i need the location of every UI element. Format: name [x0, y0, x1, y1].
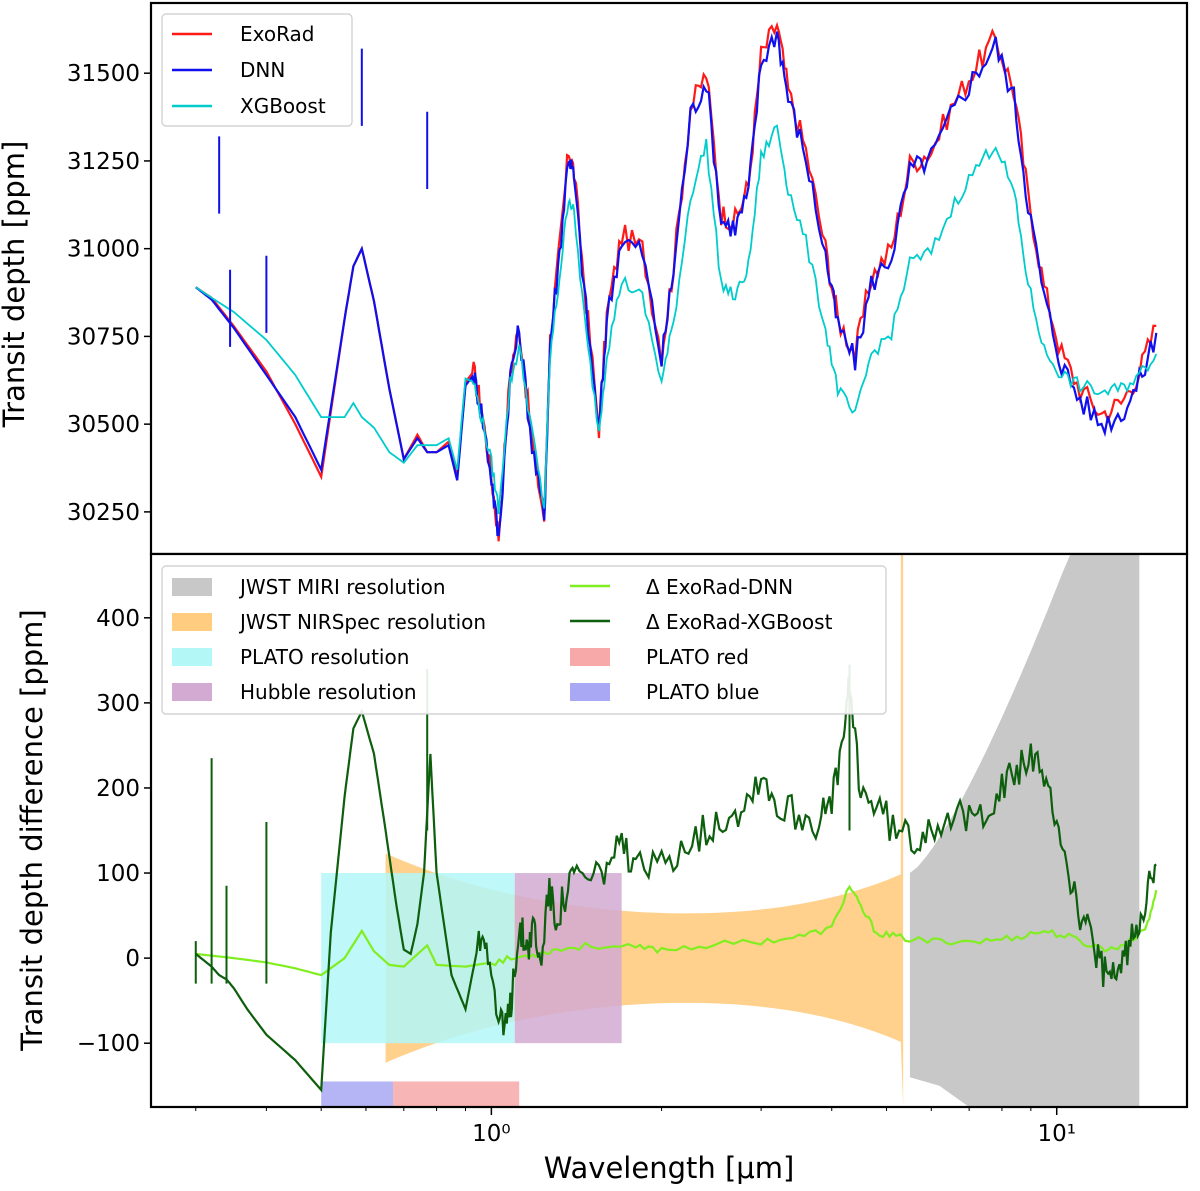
legend-swatch-plato-blue: [570, 683, 610, 701]
bottom-legend: JWST MIRI resolution JWST NIRSpec resolut…: [161, 565, 887, 715]
legend-label-hubble-resolution: Hubble resolution: [240, 680, 417, 704]
legend-label-dnn: DNN: [240, 58, 285, 82]
top-series-group: [195, 21, 1158, 542]
legend-label-plato-red: PLATO red: [646, 645, 749, 669]
legend-label-exorad: ExoRad: [240, 22, 315, 46]
y-tick-label: 31000: [67, 237, 140, 263]
legend-label-plato-blue: PLATO blue: [646, 680, 759, 704]
band-plato-blue: [321, 1081, 394, 1107]
legend-swatch-plato-resolution: [172, 648, 212, 666]
y-tick-label: 30250: [67, 500, 140, 526]
legend-label-jwst-nirspec-resolution: JWST NIRSpec resolution: [238, 610, 486, 634]
y-tick-label: 200: [96, 776, 140, 802]
x-tick-label: 10¹: [1037, 1121, 1076, 1147]
y-tick-label: 30500: [67, 412, 140, 438]
series-line-exorad-xgboost: [195, 676, 1157, 1093]
top-panel: 30250 30500 30750 31000 31250 31500 Transit d…: [0, 1, 1189, 556]
x-axis-label: Wavelength [μm]: [544, 1151, 795, 1185]
y-tick-label: 100: [96, 861, 140, 887]
legend-label-exorad-xgboost: Δ ExoRad-XGBoost: [646, 610, 833, 634]
top-legend: ExoRad DNN XGBoost: [161, 13, 353, 127]
bottom-y-ticks: −100 0 100 200 300 400: [77, 606, 151, 1057]
y-tick-label: 31500: [67, 61, 140, 87]
y-tick-label: 0: [125, 946, 140, 972]
bottom-panel: −100 0 100 200 300 400 10⁰ 10¹ Transit depth d…: [15, 552, 1189, 1185]
band-jwst-miri: [909, 554, 1140, 1107]
legend-box: [161, 565, 887, 715]
series-line-xgboost: [195, 124, 1158, 515]
bottom-x-ticks: 10⁰ 10¹: [195, 1107, 1076, 1147]
legend-box: [161, 13, 353, 127]
legend-swatch-plato-red: [570, 648, 610, 666]
top-y-axis-label: Transit depth [ppm]: [0, 141, 31, 429]
legend-label-xgboost: XGBoost: [240, 94, 326, 118]
band-plato-resolution: [321, 873, 515, 1044]
y-tick-label: 30750: [67, 324, 140, 350]
top-y-ticks: 30250 30500 30750 31000 31250 31500: [67, 61, 151, 526]
series-line-dnn: [195, 31, 1158, 537]
y-tick-label: −100: [77, 1031, 140, 1057]
y-tick-label: 400: [96, 606, 140, 632]
legend-swatch-jwst-nirspec-resolution: [172, 613, 212, 631]
bottom-plot-frame: [149, 552, 1189, 1109]
legend-label-jwst-miri-resolution: JWST MIRI resolution: [238, 575, 446, 599]
series-line-exorad-dnn: [195, 884, 1158, 977]
band-hubble-resolution: [514, 873, 622, 1044]
bottom-y-axis-label: Transit depth difference [ppm]: [15, 609, 49, 1051]
legend-swatch-jwst-miri-resolution: [172, 578, 212, 596]
y-tick-label: 31250: [67, 149, 140, 175]
legend-label-exorad-dnn: Δ ExoRad-DNN: [646, 575, 793, 599]
legend-swatch-hubble-resolution: [172, 683, 212, 701]
y-tick-label: 300: [96, 691, 140, 717]
band-plato-red: [393, 1081, 520, 1107]
x-tick-label: 10⁰: [472, 1121, 511, 1147]
legend-label-plato-resolution: PLATO resolution: [240, 645, 409, 669]
